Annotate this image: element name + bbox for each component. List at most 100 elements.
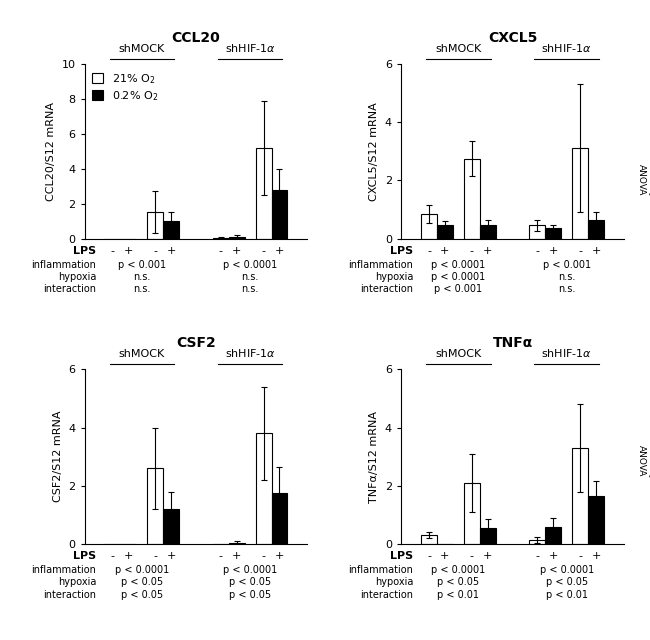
Text: p < 0.05: p < 0.05 [121,589,163,600]
Text: inflammation: inflammation [348,565,413,575]
Text: p < 0.0001: p < 0.0001 [431,272,486,282]
Bar [147,468,163,544]
Text: two-way
ANOVA: two-way ANOVA [637,442,650,480]
Text: n.s.: n.s. [241,284,259,294]
Bar [480,528,496,544]
Legend: 21% O$_2$, 0.2% O$_2$: 21% O$_2$, 0.2% O$_2$ [90,70,161,105]
Text: hypoxia: hypoxia [58,577,96,588]
Y-axis label: CCL20/S12 mRNA: CCL20/S12 mRNA [46,102,56,201]
Bar [163,509,179,544]
Bar [529,540,545,544]
Text: +: + [440,551,450,561]
Text: p < 0.0001: p < 0.0001 [431,565,486,575]
Text: +: + [124,246,133,256]
Text: -: - [111,246,114,256]
Text: p < 0.0001: p < 0.0001 [540,565,594,575]
Text: inflammation: inflammation [32,565,96,575]
Text: -: - [261,246,266,256]
Text: +: + [483,246,493,256]
Bar [529,225,545,239]
Text: +: + [232,246,241,256]
Bar [272,493,287,544]
Text: hypoxia: hypoxia [374,272,413,282]
Bar [572,148,588,239]
Text: p < 0.05: p < 0.05 [229,577,271,588]
Text: shMOCK: shMOCK [436,349,482,359]
Text: -: - [470,551,474,561]
Text: n.s.: n.s. [558,284,575,294]
Text: hypoxia: hypoxia [58,272,96,282]
Title: TNFα: TNFα [493,336,532,350]
Text: -: - [536,246,540,256]
Text: +: + [592,551,601,561]
Text: inflammation: inflammation [32,260,96,269]
Text: hypoxia: hypoxia [374,577,413,588]
Y-axis label: CSF2/S12 mRNA: CSF2/S12 mRNA [53,411,63,502]
Text: LPS: LPS [73,246,96,256]
Text: -: - [427,246,431,256]
Text: p < 0.0001: p < 0.0001 [431,260,486,269]
Text: interaction: interaction [44,284,96,294]
Bar [588,220,604,239]
Text: n.s.: n.s. [558,272,575,282]
Text: p < 0.001: p < 0.001 [434,284,482,294]
Title: CXCL5: CXCL5 [488,31,537,45]
Bar [588,496,604,544]
Text: interaction: interaction [360,284,413,294]
Text: shHIF-1$\alpha$: shHIF-1$\alpha$ [541,347,592,359]
Text: p < 0.05: p < 0.05 [437,577,480,588]
Bar [229,237,244,239]
Text: +: + [275,551,284,561]
Title: CCL20: CCL20 [172,31,220,45]
Text: +: + [549,551,558,561]
Text: -: - [153,551,157,561]
Bar [480,225,496,239]
Text: p < 0.05: p < 0.05 [121,577,163,588]
Text: two-way
ANOVA: two-way ANOVA [637,160,650,198]
Text: -: - [536,551,540,561]
Text: shHIF-1$\alpha$: shHIF-1$\alpha$ [224,347,276,359]
Text: shMOCK: shMOCK [119,44,165,54]
Bar [272,189,287,239]
Y-axis label: CXCL5/S12 mRNA: CXCL5/S12 mRNA [369,102,380,201]
Bar [545,228,562,239]
Bar [464,483,480,544]
Text: -: - [578,551,582,561]
Text: -: - [219,551,223,561]
Text: n.s.: n.s. [241,272,259,282]
Text: inflammation: inflammation [348,260,413,269]
Bar [213,237,229,239]
Text: shHIF-1$\alpha$: shHIF-1$\alpha$ [224,42,276,54]
Title: CSF2: CSF2 [176,336,216,350]
Text: -: - [111,551,114,561]
Bar [229,543,244,544]
Text: LPS: LPS [390,551,413,561]
Text: shHIF-1$\alpha$: shHIF-1$\alpha$ [541,42,592,54]
Text: -: - [578,246,582,256]
Text: p < 0.0001: p < 0.0001 [223,260,278,269]
Text: -: - [427,551,431,561]
Text: -: - [219,246,223,256]
Text: +: + [592,246,601,256]
Text: +: + [232,551,241,561]
Bar [163,221,179,239]
Text: +: + [440,246,450,256]
Bar [572,448,588,544]
Text: -: - [470,246,474,256]
Text: n.s.: n.s. [133,272,151,282]
Text: interaction: interaction [44,589,96,600]
Text: interaction: interaction [360,589,413,600]
Text: LPS: LPS [390,246,413,256]
Bar [437,225,453,239]
Bar [147,212,163,239]
Text: p < 0.05: p < 0.05 [545,577,588,588]
Bar [421,214,437,239]
Bar [421,535,437,544]
Text: p < 0.0001: p < 0.0001 [114,565,169,575]
Text: shMOCK: shMOCK [436,44,482,54]
Text: +: + [166,246,176,256]
Text: p < 0.01: p < 0.01 [546,589,588,600]
Text: -: - [261,551,266,561]
Text: p < 0.001: p < 0.001 [543,260,591,269]
Text: +: + [483,551,493,561]
